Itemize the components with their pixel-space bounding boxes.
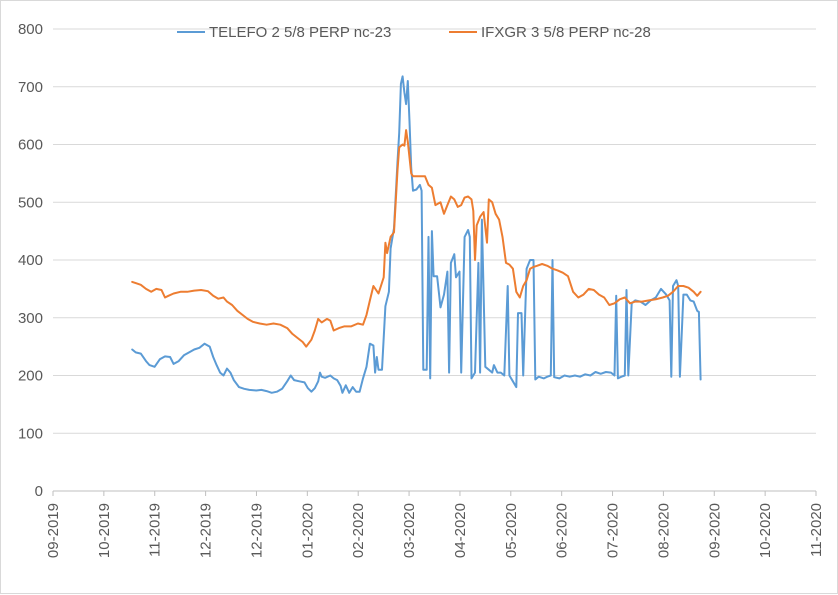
- x-tick-label: 08-2020: [655, 503, 672, 558]
- x-tick-label: 07-2020: [605, 503, 622, 558]
- x-axis-tick-labels: 09-2019 10-2019 11-2019 12-2019 12-2019 01-20…: [45, 503, 825, 558]
- y-axis-tick-labels: 0 100 200 300 400 500 600 700 800: [18, 21, 43, 500]
- x-tick-label: 12-2019: [248, 503, 265, 558]
- x-tick-label: 06-2020: [554, 503, 571, 558]
- series-lines: [131, 75, 702, 394]
- y-tick-label: 100: [18, 425, 43, 442]
- y-tick-label: 0: [35, 483, 43, 500]
- series-line-1: [131, 75, 702, 394]
- x-tick-label: 12-2019: [198, 503, 215, 558]
- x-tick-label: 02-2020: [350, 503, 367, 558]
- y-tick-label: 200: [18, 368, 43, 385]
- x-tick-label: 10-2019: [96, 503, 113, 558]
- y-tick-label: 700: [18, 79, 43, 96]
- legend-label-2: IFXGR 3 5/8 PERP nc-28: [481, 24, 651, 41]
- y-tick-label: 600: [18, 137, 43, 154]
- x-tick-label: 11-2020: [808, 503, 825, 557]
- legend: TELEFO 2 5/8 PERP nc-23 IFXGR 3 5/8 PERP …: [177, 24, 651, 41]
- x-tick-label: 05-2020: [503, 503, 520, 558]
- y-tick-label: 500: [18, 194, 43, 211]
- legend-label-1: TELEFO 2 5/8 PERP nc-23: [209, 24, 391, 41]
- y-tick-label: 800: [18, 21, 43, 38]
- x-tick-label: 09-2020: [706, 503, 723, 558]
- x-tick-label: 01-2020: [299, 503, 316, 558]
- y-tick-label: 400: [18, 252, 43, 269]
- x-tick-label: 10-2020: [757, 503, 774, 558]
- gridlines: [52, 28, 817, 496]
- x-tick-label: 09-2019: [45, 503, 62, 558]
- x-tick-label: 03-2020: [401, 503, 418, 558]
- y-tick-label: 300: [18, 310, 43, 327]
- x-tick-label: 11-2019: [147, 503, 164, 557]
- series-line-2: [131, 129, 702, 348]
- x-tick-label: 04-2020: [452, 503, 469, 558]
